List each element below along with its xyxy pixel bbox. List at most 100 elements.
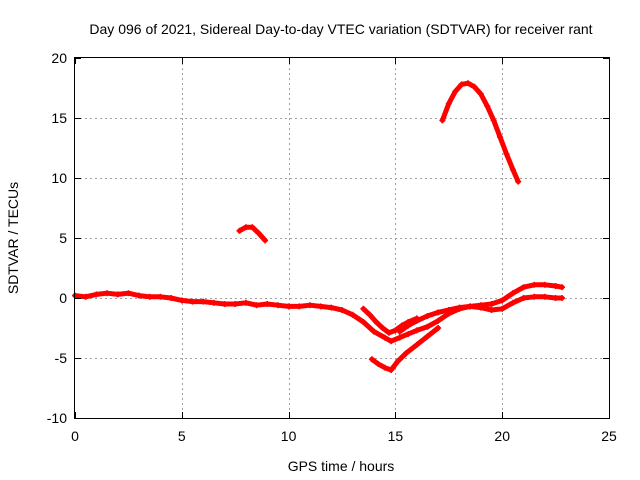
data-point bbox=[405, 331, 412, 337]
data-point bbox=[328, 304, 335, 311]
data-point bbox=[200, 298, 207, 305]
data-point bbox=[136, 292, 143, 299]
data-point bbox=[306, 302, 313, 309]
data-point bbox=[497, 134, 504, 141]
data-point bbox=[435, 325, 442, 331]
data-point bbox=[452, 88, 459, 95]
data-point bbox=[456, 304, 463, 311]
data-point bbox=[477, 91, 484, 97]
data-point bbox=[484, 103, 491, 109]
data-point bbox=[413, 341, 420, 348]
data-point bbox=[274, 302, 281, 309]
data-point bbox=[413, 327, 420, 334]
data-point bbox=[531, 293, 538, 300]
data-point bbox=[381, 364, 388, 371]
data-point bbox=[413, 315, 420, 322]
data-point bbox=[296, 303, 303, 310]
data-point bbox=[490, 117, 497, 124]
data-point bbox=[445, 307, 452, 313]
y-tick-label: 15 bbox=[51, 110, 67, 126]
data-point bbox=[349, 311, 356, 318]
y-tick-label: 5 bbox=[59, 230, 67, 246]
data-point bbox=[477, 302, 484, 309]
data-point bbox=[379, 325, 386, 331]
series-trace-evening-peak bbox=[439, 80, 521, 185]
data-point bbox=[424, 333, 431, 340]
data-point bbox=[178, 297, 185, 304]
x-tick-label: 5 bbox=[178, 428, 186, 444]
data-point bbox=[242, 224, 249, 231]
data-point bbox=[104, 290, 111, 297]
data-point bbox=[398, 322, 405, 329]
data-point bbox=[509, 166, 516, 173]
data-point bbox=[552, 283, 559, 289]
data-point bbox=[236, 227, 243, 234]
data-point bbox=[559, 284, 566, 291]
plot-frame bbox=[74, 57, 610, 419]
data-point bbox=[168, 295, 175, 301]
data-point bbox=[424, 323, 431, 330]
data-point bbox=[559, 295, 566, 301]
data-point bbox=[210, 299, 217, 306]
axis-ticks: 0 5 10 15 20 25 -10 -5 0 5 10 15 20 bbox=[47, 50, 617, 444]
data-point bbox=[445, 100, 452, 107]
data-point bbox=[499, 297, 506, 304]
data-point bbox=[509, 290, 516, 297]
data-point bbox=[255, 230, 262, 237]
data-point bbox=[375, 361, 382, 367]
x-tick-label: 25 bbox=[601, 428, 617, 444]
x-tick-label: 10 bbox=[281, 428, 297, 444]
data-point bbox=[488, 307, 495, 313]
data-point bbox=[366, 311, 373, 318]
data-point bbox=[249, 224, 256, 231]
series-trace-main bbox=[72, 290, 565, 344]
data-point bbox=[503, 151, 510, 157]
data-point bbox=[125, 290, 132, 297]
x-tick-label: 15 bbox=[388, 428, 404, 444]
data-point bbox=[232, 301, 239, 307]
data-point bbox=[373, 319, 380, 325]
data-point bbox=[157, 293, 164, 300]
data-point bbox=[388, 338, 395, 345]
data-point bbox=[531, 281, 538, 288]
data-point bbox=[458, 81, 465, 88]
data-point bbox=[520, 284, 527, 291]
data-point bbox=[488, 301, 495, 307]
data-point bbox=[385, 329, 392, 336]
y-tick-label: -5 bbox=[55, 350, 68, 366]
x-tick-label: 0 bbox=[71, 428, 79, 444]
data-point bbox=[82, 293, 89, 300]
data-point bbox=[435, 317, 442, 324]
data-point bbox=[509, 299, 516, 306]
data-point bbox=[541, 281, 548, 288]
data-point bbox=[317, 303, 324, 310]
data-point bbox=[360, 319, 367, 325]
data-point bbox=[403, 350, 410, 357]
data-point bbox=[499, 305, 506, 312]
data-point bbox=[424, 313, 431, 319]
y-tick-label: 0 bbox=[59, 290, 67, 306]
data-point bbox=[467, 303, 474, 310]
x-axis-label: GPS time / hours bbox=[288, 458, 395, 474]
data-point bbox=[339, 307, 345, 313]
grid bbox=[75, 58, 609, 418]
data-point bbox=[285, 303, 292, 310]
series-layer bbox=[72, 80, 566, 373]
data-point bbox=[189, 298, 196, 305]
chart-title: Day 096 of 2021, Sidereal Day-to-day VTE… bbox=[89, 21, 592, 37]
data-point bbox=[388, 367, 395, 373]
y-tick-label: 20 bbox=[51, 50, 67, 66]
data-point bbox=[146, 293, 153, 300]
data-point bbox=[242, 299, 249, 306]
data-point bbox=[394, 358, 401, 365]
data-point bbox=[435, 309, 442, 316]
data-point bbox=[93, 291, 100, 298]
data-point bbox=[221, 301, 228, 307]
x-tick-label: 20 bbox=[494, 428, 510, 444]
data-point bbox=[253, 302, 260, 309]
y-tick-label: 10 bbox=[51, 170, 67, 186]
data-point bbox=[396, 334, 403, 341]
data-point bbox=[392, 327, 399, 334]
data-point bbox=[552, 295, 559, 301]
